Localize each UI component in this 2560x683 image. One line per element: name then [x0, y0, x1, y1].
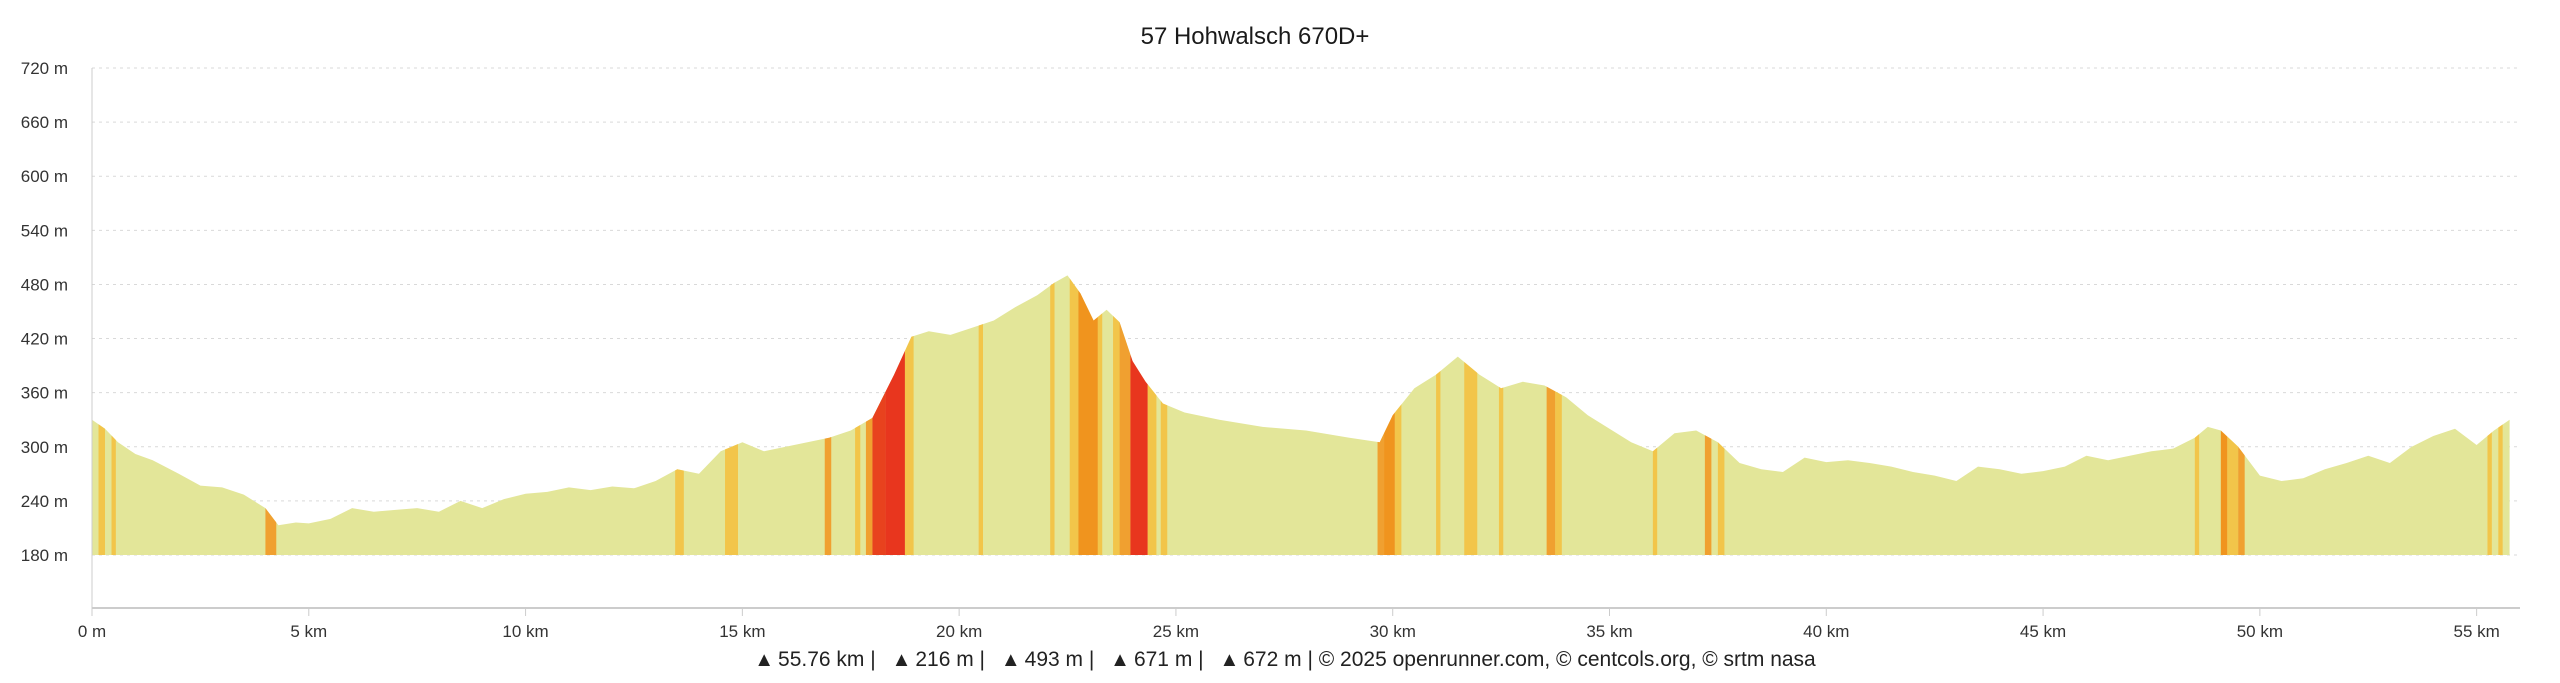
slope-band — [1069, 275, 1079, 555]
elevation-area — [92, 275, 2510, 555]
ascent-icon: ▲ — [1110, 649, 1130, 671]
x-tick-label: 30 km — [1370, 622, 1416, 641]
slope-band — [1546, 275, 1556, 555]
x-tick-label: 5 km — [290, 622, 327, 641]
y-tick-label: 720 m — [21, 59, 68, 78]
y-tick-label: 300 m — [21, 438, 68, 457]
x-tick-label: 25 km — [1153, 622, 1199, 641]
slope-band — [1113, 275, 1120, 555]
slope-band — [1555, 275, 1562, 555]
y-axis: 180 m 240 m 300 m 360 m 420 m 480 m 540 m 600 m… — [21, 59, 68, 565]
stat-ascent: 671 m | — [1133, 648, 1204, 671]
y-tick-label: 420 m — [21, 330, 68, 349]
y-tick-label: 360 m — [21, 384, 68, 403]
x-tick-label: 35 km — [1586, 622, 1632, 641]
max-altitude-icon: ▲ — [1000, 649, 1021, 671]
x-tick-label: 10 km — [502, 622, 548, 641]
route-stats-footer: ▲ 55.76 km | ▲ 216 m | ▲ 493 m | ▲ 671 m | ▲… — [0, 648, 2560, 672]
distance-icon: ▲ — [754, 649, 775, 671]
slope-band — [1436, 275, 1441, 555]
stat-elevation-gain: 216 m | — [915, 648, 986, 671]
slope-band — [865, 275, 873, 555]
slope-band — [2487, 275, 2492, 555]
slope-band — [1377, 275, 1385, 555]
slope-band — [1394, 275, 1402, 555]
slope-band — [2194, 275, 2200, 555]
slope-band — [725, 275, 739, 555]
slope-band — [885, 275, 905, 555]
chart-title: 57 Hohwalsch 670D+ — [1141, 23, 1370, 50]
slope-band — [2238, 275, 2245, 555]
slope-band — [904, 275, 914, 555]
slope-band — [1717, 275, 1725, 555]
elevation-chart: 57 Hohwalsch 670D+ 180 m 240 m 300 m 360 m 4… — [21, 23, 2520, 641]
x-tick-label: 0 m — [78, 622, 106, 641]
stat-descent-credits: 672 m | © 2025 openrunner.com, © centcol… — [1243, 648, 1816, 671]
x-tick-label: 45 km — [2020, 622, 2066, 641]
elevation-gain-icon: ▲ — [891, 649, 912, 671]
slope-band — [1130, 275, 1148, 555]
slope-band — [265, 275, 277, 555]
slope-band — [1464, 275, 1478, 555]
x-tick-label: 50 km — [2237, 622, 2283, 641]
slope-band — [1050, 275, 1055, 555]
descent-icon: ▲ — [1219, 649, 1240, 671]
stat-max-altitude: 493 m | — [1024, 648, 1095, 671]
y-tick-label: 600 m — [21, 167, 68, 186]
y-tick-label: 480 m — [21, 275, 68, 294]
slope-band — [1704, 275, 1712, 555]
stat-distance: 55.76 km | — [778, 648, 876, 671]
slope-band — [1160, 275, 1168, 555]
slope-band — [111, 275, 116, 555]
slope-band — [978, 275, 983, 555]
x-axis: 0 m 5 km 10 km 15 km 20 km 25 km 30 km 35 km 40 … — [78, 608, 2500, 641]
y-tick-label: 540 m — [21, 221, 68, 240]
x-tick-label: 20 km — [936, 622, 982, 641]
slope-band — [1652, 275, 1658, 555]
y-tick-label: 660 m — [21, 113, 68, 132]
x-tick-label: 15 km — [719, 622, 765, 641]
slope-band — [1498, 275, 1504, 555]
x-tick-label: 55 km — [2453, 622, 2499, 641]
slope-band — [1078, 275, 1098, 555]
x-tick-label: 40 km — [1803, 622, 1849, 641]
slope-band — [1147, 275, 1157, 555]
slope-band — [1119, 275, 1131, 555]
y-tick-label: 240 m — [21, 492, 68, 511]
slope-band — [2498, 275, 2503, 555]
slope-band — [855, 275, 861, 555]
slope-band — [872, 275, 886, 555]
slope-band — [98, 275, 106, 555]
slope-band — [1384, 275, 1395, 555]
slope-band — [1097, 275, 1103, 555]
slope-band — [824, 275, 832, 555]
y-tick-label: 180 m — [21, 546, 68, 565]
slope-band — [2227, 275, 2239, 555]
slope-band — [2220, 275, 2228, 555]
slope-band — [675, 275, 684, 555]
